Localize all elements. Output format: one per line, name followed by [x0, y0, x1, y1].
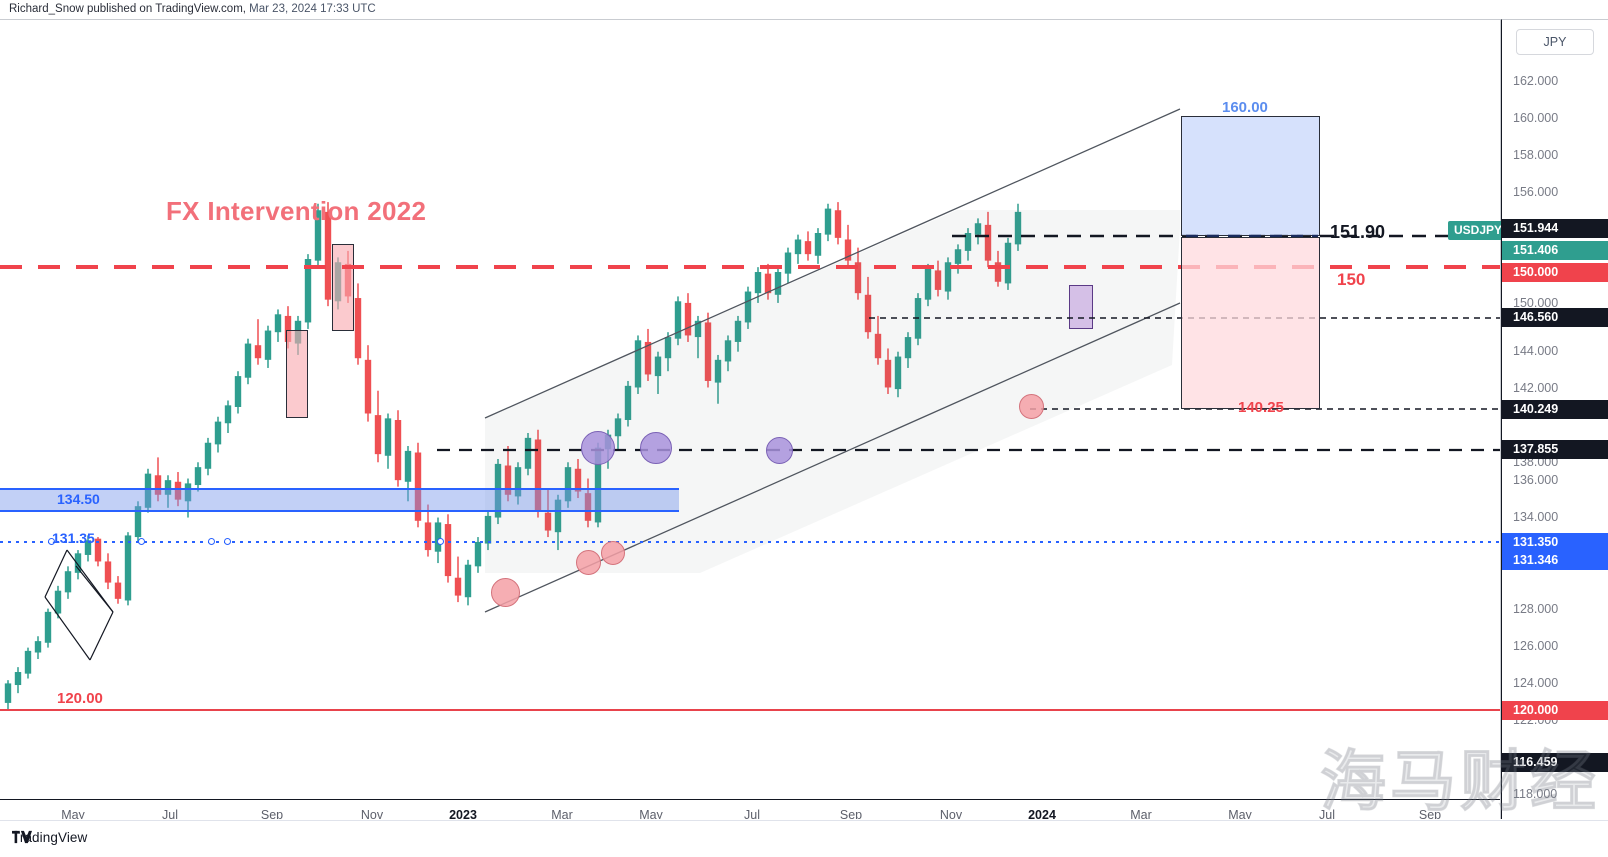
anchor-point[interactable]: [224, 538, 231, 545]
time-tick: Sep: [260, 808, 284, 819]
time-tick: Nov: [360, 808, 384, 819]
consolidation-highlight-box: [1069, 285, 1093, 329]
time-tick: Jul: [744, 808, 760, 819]
label-120-00: 120.00: [57, 690, 103, 707]
price-label-137-855: 137.855: [1502, 440, 1608, 459]
support-touch-marker[interactable]: [1019, 394, 1044, 419]
chart-frame[interactable]: 134.50 131.35 151.90 150: [0, 19, 1501, 819]
fx-intervention-box-2: [332, 244, 354, 331]
support-touch-marker[interactable]: [601, 541, 625, 565]
tradingview-logo[interactable]: TradingView: [12, 830, 87, 845]
label-140-25: 140.25: [1238, 399, 1284, 416]
label-160-00: 160.00: [1222, 99, 1268, 116]
published-date: Mar 23, 2024 17:33 UTC: [249, 3, 376, 15]
price-tick: 144.000: [1513, 344, 1559, 358]
footer: TradingView: [0, 820, 1608, 857]
label-131-35: 131.35: [52, 530, 95, 546]
support-band-134-50: [0, 488, 679, 512]
price-tick: 158.000: [1513, 148, 1559, 162]
label-150: 150: [1337, 270, 1366, 289]
publication-header: Richard_Snow published on TradingView.co…: [0, 0, 1608, 19]
price-label-last: 151.406: [1502, 241, 1608, 260]
projection-box-downside: [1181, 237, 1320, 409]
fx-intervention-box-1: [286, 330, 308, 418]
label-134-50: 134.50: [57, 491, 100, 507]
price-tick: 118.000: [1513, 787, 1558, 801]
price-tick: 134.000: [1513, 510, 1559, 524]
published-text: published on TradingView.com,: [83, 3, 250, 15]
price-tick: 136.000: [1513, 473, 1559, 487]
time-tick: May: [1228, 808, 1252, 819]
price-label-140-249: 140.249: [1502, 400, 1608, 419]
time-tick: May: [61, 808, 85, 819]
time-tick: Jul: [162, 808, 178, 819]
time-tick: 2024: [1028, 808, 1056, 819]
price-label-146-560: 146.560: [1502, 308, 1608, 327]
price-tick: 128.000: [1513, 602, 1559, 616]
price-scale[interactable]: JPY 162.000 160.000 158.000 156.000 154.…: [1501, 19, 1608, 819]
price-label-131-346: 131.346: [1502, 551, 1608, 570]
price-tick: 142.000: [1513, 381, 1559, 395]
price-label-116-459: 116.459: [1502, 753, 1608, 772]
resistance-touch-marker[interactable]: [581, 431, 615, 465]
projection-box-upside: [1181, 116, 1320, 236]
anchor-point[interactable]: [48, 538, 55, 545]
time-tick: May: [639, 808, 663, 819]
anchor-point[interactable]: [437, 538, 444, 545]
price-tick: 126.000: [1513, 639, 1559, 653]
anchor-point[interactable]: [208, 538, 215, 545]
time-tick: Sep: [839, 808, 863, 819]
time-tick: Nov: [939, 808, 963, 819]
price-label-150: 150.000: [1502, 263, 1608, 282]
time-tick: Jul: [1319, 808, 1335, 819]
price-tick: 160.000: [1513, 111, 1559, 125]
author-name: Richard_Snow: [9, 3, 84, 15]
price-tick: 124.000: [1513, 676, 1559, 690]
label-151-90: 151.90: [1330, 222, 1386, 242]
time-tick: Mar: [1130, 808, 1152, 819]
time-tick: Sep: [1418, 808, 1442, 819]
price-label-151-944: 151.944: [1502, 219, 1608, 238]
currency-badge[interactable]: JPY: [1516, 29, 1594, 55]
price-label-120-000: 120.000: [1502, 701, 1608, 720]
price-tick: 162.000: [1513, 74, 1559, 88]
symbol-tag: USDJPY: [1448, 221, 1509, 240]
time-scale[interactable]: May Jul Sep Nov 2023 Mar May Jul Sep Nov…: [0, 799, 1500, 819]
support-touch-marker[interactable]: [576, 550, 601, 575]
time-tick: 2023: [449, 808, 477, 819]
time-tick: Mar: [551, 808, 573, 819]
annotation-fx-intervention: FX Intervention 2022: [166, 196, 427, 226]
anchor-point[interactable]: [138, 538, 145, 545]
price-tick: 150.000: [1513, 296, 1559, 310]
price-label-131-350: 131.350: [1502, 533, 1608, 552]
tradingview-mark-icon: [12, 830, 32, 844]
price-tick: 156.000: [1513, 185, 1559, 199]
support-touch-marker[interactable]: [491, 578, 520, 607]
resistance-touch-marker[interactable]: [766, 437, 793, 464]
resistance-touch-marker[interactable]: [640, 432, 672, 464]
